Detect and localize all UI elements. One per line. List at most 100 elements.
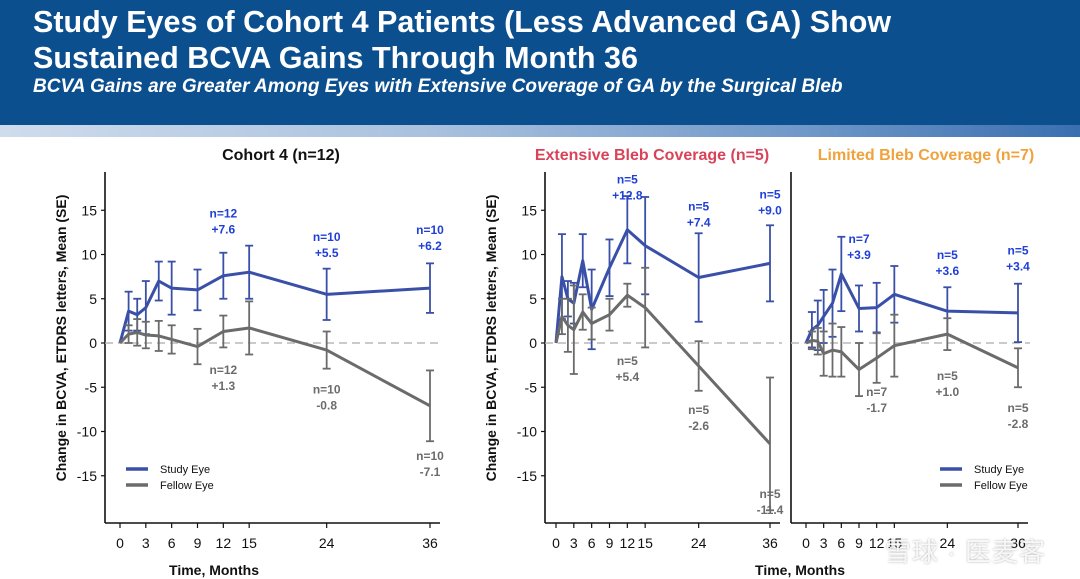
data-label: -2.6: [688, 419, 709, 433]
data-label: n=5: [1007, 244, 1028, 258]
data-label: n=5: [617, 354, 638, 368]
page-title-line-2: Sustained BCVA Gains Through Month 36: [33, 41, 638, 75]
x-tick-label: 0: [116, 535, 124, 551]
x-tick-label: 24: [319, 535, 335, 551]
y-tick-label: -5: [525, 379, 538, 395]
data-label: +3.6: [935, 264, 959, 278]
y-tick-label: 10: [81, 247, 97, 263]
legend-label: Study Eye: [160, 464, 210, 476]
y-tick-label: 10: [521, 247, 537, 263]
data-label: n=5: [759, 188, 780, 202]
y-tick-label: 5: [89, 291, 97, 307]
x-axis-label: Time, Months: [169, 562, 259, 578]
legend-label: Fellow Eye: [160, 480, 214, 492]
y-tick-label: -5: [85, 379, 98, 395]
data-label: -0.8: [316, 398, 337, 412]
data-label: n=12: [209, 363, 237, 377]
x-tick-label: 12: [216, 535, 232, 551]
page-subtitle: BCVA Gains are Greater Among Eyes with E…: [33, 76, 843, 97]
data-label: n=5: [688, 403, 709, 417]
data-label: n=10: [313, 230, 341, 244]
series-fellow-eye: [554, 266, 774, 512]
x-tick-label: 9: [194, 535, 202, 551]
data-label: n=5: [937, 369, 958, 383]
y-axis-label: Change in BCVA, ETDRS letters, Mean (SE): [483, 195, 499, 482]
series-study-eye: [804, 235, 1022, 351]
data-label: +5.5: [315, 246, 339, 260]
data-label: n=5: [688, 199, 709, 213]
series-line: [554, 293, 772, 445]
data-label: -2.8: [1008, 417, 1029, 431]
data-label: +9.0: [758, 204, 782, 218]
data-label: +7.6: [211, 222, 235, 236]
series-fellow-eye: [805, 313, 1022, 398]
y-axis-label: Change in BCVA, ETDRS letters, Mean (SE): [53, 195, 69, 482]
data-label: +6.2: [418, 239, 442, 253]
x-tick-label: 6: [168, 535, 176, 551]
x-tick-label: 6: [588, 535, 596, 551]
x-tick-label: 12: [869, 535, 885, 551]
data-label: n=5: [1007, 401, 1028, 415]
series-study-eye: [118, 244, 434, 344]
data-label: -1.7: [866, 401, 887, 415]
header-banner: Study Eyes of Cohort 4 Patients (Less Ad…: [0, 0, 1080, 125]
x-tick-label: 36: [422, 535, 438, 551]
chart-panel-3: Limited Bleb Coverage (n=7)0 3 6 9 12 15 24 36n…: [790, 147, 1035, 551]
x-axis-label: Time, Months: [755, 562, 845, 578]
x-tick-label: 6: [837, 535, 845, 551]
y-tick-label: 5: [529, 291, 537, 307]
x-tick-label: 0: [802, 535, 810, 551]
watermark-text: 雪球 · 医麦客: [884, 537, 1046, 567]
series-line: [118, 270, 431, 344]
x-tick-label: 15: [637, 535, 653, 551]
x-tick-label: 3: [142, 535, 150, 551]
y-tick-label: 15: [81, 202, 97, 218]
data-label: +3.9: [847, 248, 871, 262]
x-tick-label: 36: [762, 535, 778, 551]
series-line: [805, 332, 1019, 372]
data-label: n=7: [866, 385, 887, 399]
data-label: -11.4: [757, 503, 784, 517]
chart-title: Limited Bleb Coverage (n=7): [818, 147, 1035, 164]
data-label: -7.1: [420, 465, 441, 479]
data-label: +1.0: [935, 385, 959, 399]
legend-label: Study Eye: [974, 464, 1024, 476]
y-tick-label: -10: [77, 424, 97, 440]
data-label: n=12: [209, 206, 237, 220]
data-label: +7.4: [687, 215, 711, 229]
y-tick-label: 0: [89, 335, 97, 351]
header-gradient-strip: [0, 125, 1080, 137]
x-tick-label: 15: [887, 535, 903, 551]
series-study-eye: [554, 195, 774, 351]
series-fellow-eye: [118, 300, 434, 443]
chart-panel-2: Extensive Bleb Coverage (n=5) -15 -10 -5 0 5 1…: [483, 147, 845, 578]
x-tick-label: 12: [620, 535, 636, 551]
x-tick-label: 3: [570, 535, 578, 551]
data-label: +12.8: [612, 189, 643, 203]
y-tick-label: 15: [521, 202, 537, 218]
x-tick-label: 9: [606, 535, 614, 551]
page-title-line-1: Study Eyes of Cohort 4 Patients (Less Ad…: [33, 5, 892, 39]
data-label: +3.4: [1006, 260, 1030, 274]
data-label: n=10: [416, 223, 444, 237]
x-tick-label: 15: [241, 535, 257, 551]
chart-title: Cohort 4 (n=12): [222, 147, 340, 164]
legend-label: Fellow Eye: [974, 480, 1028, 492]
x-tick-label: 36: [1010, 535, 1026, 551]
y-tick-label: -15: [517, 468, 537, 484]
series-line: [804, 272, 1019, 344]
x-tick-label: 9: [855, 535, 863, 551]
data-label: +5.4: [615, 370, 639, 384]
x-tick-label: 0: [552, 535, 560, 551]
data-label: n=10: [416, 449, 444, 463]
series-line: [118, 326, 431, 408]
data-label: +1.3: [211, 379, 235, 393]
data-label: n=5: [617, 173, 638, 187]
data-label: n=10: [313, 382, 341, 396]
x-tick-label: 3: [820, 535, 828, 551]
x-tick-label: 24: [691, 535, 707, 551]
data-label: n=5: [759, 487, 780, 501]
chart-title: Extensive Bleb Coverage (n=5): [535, 147, 769, 164]
